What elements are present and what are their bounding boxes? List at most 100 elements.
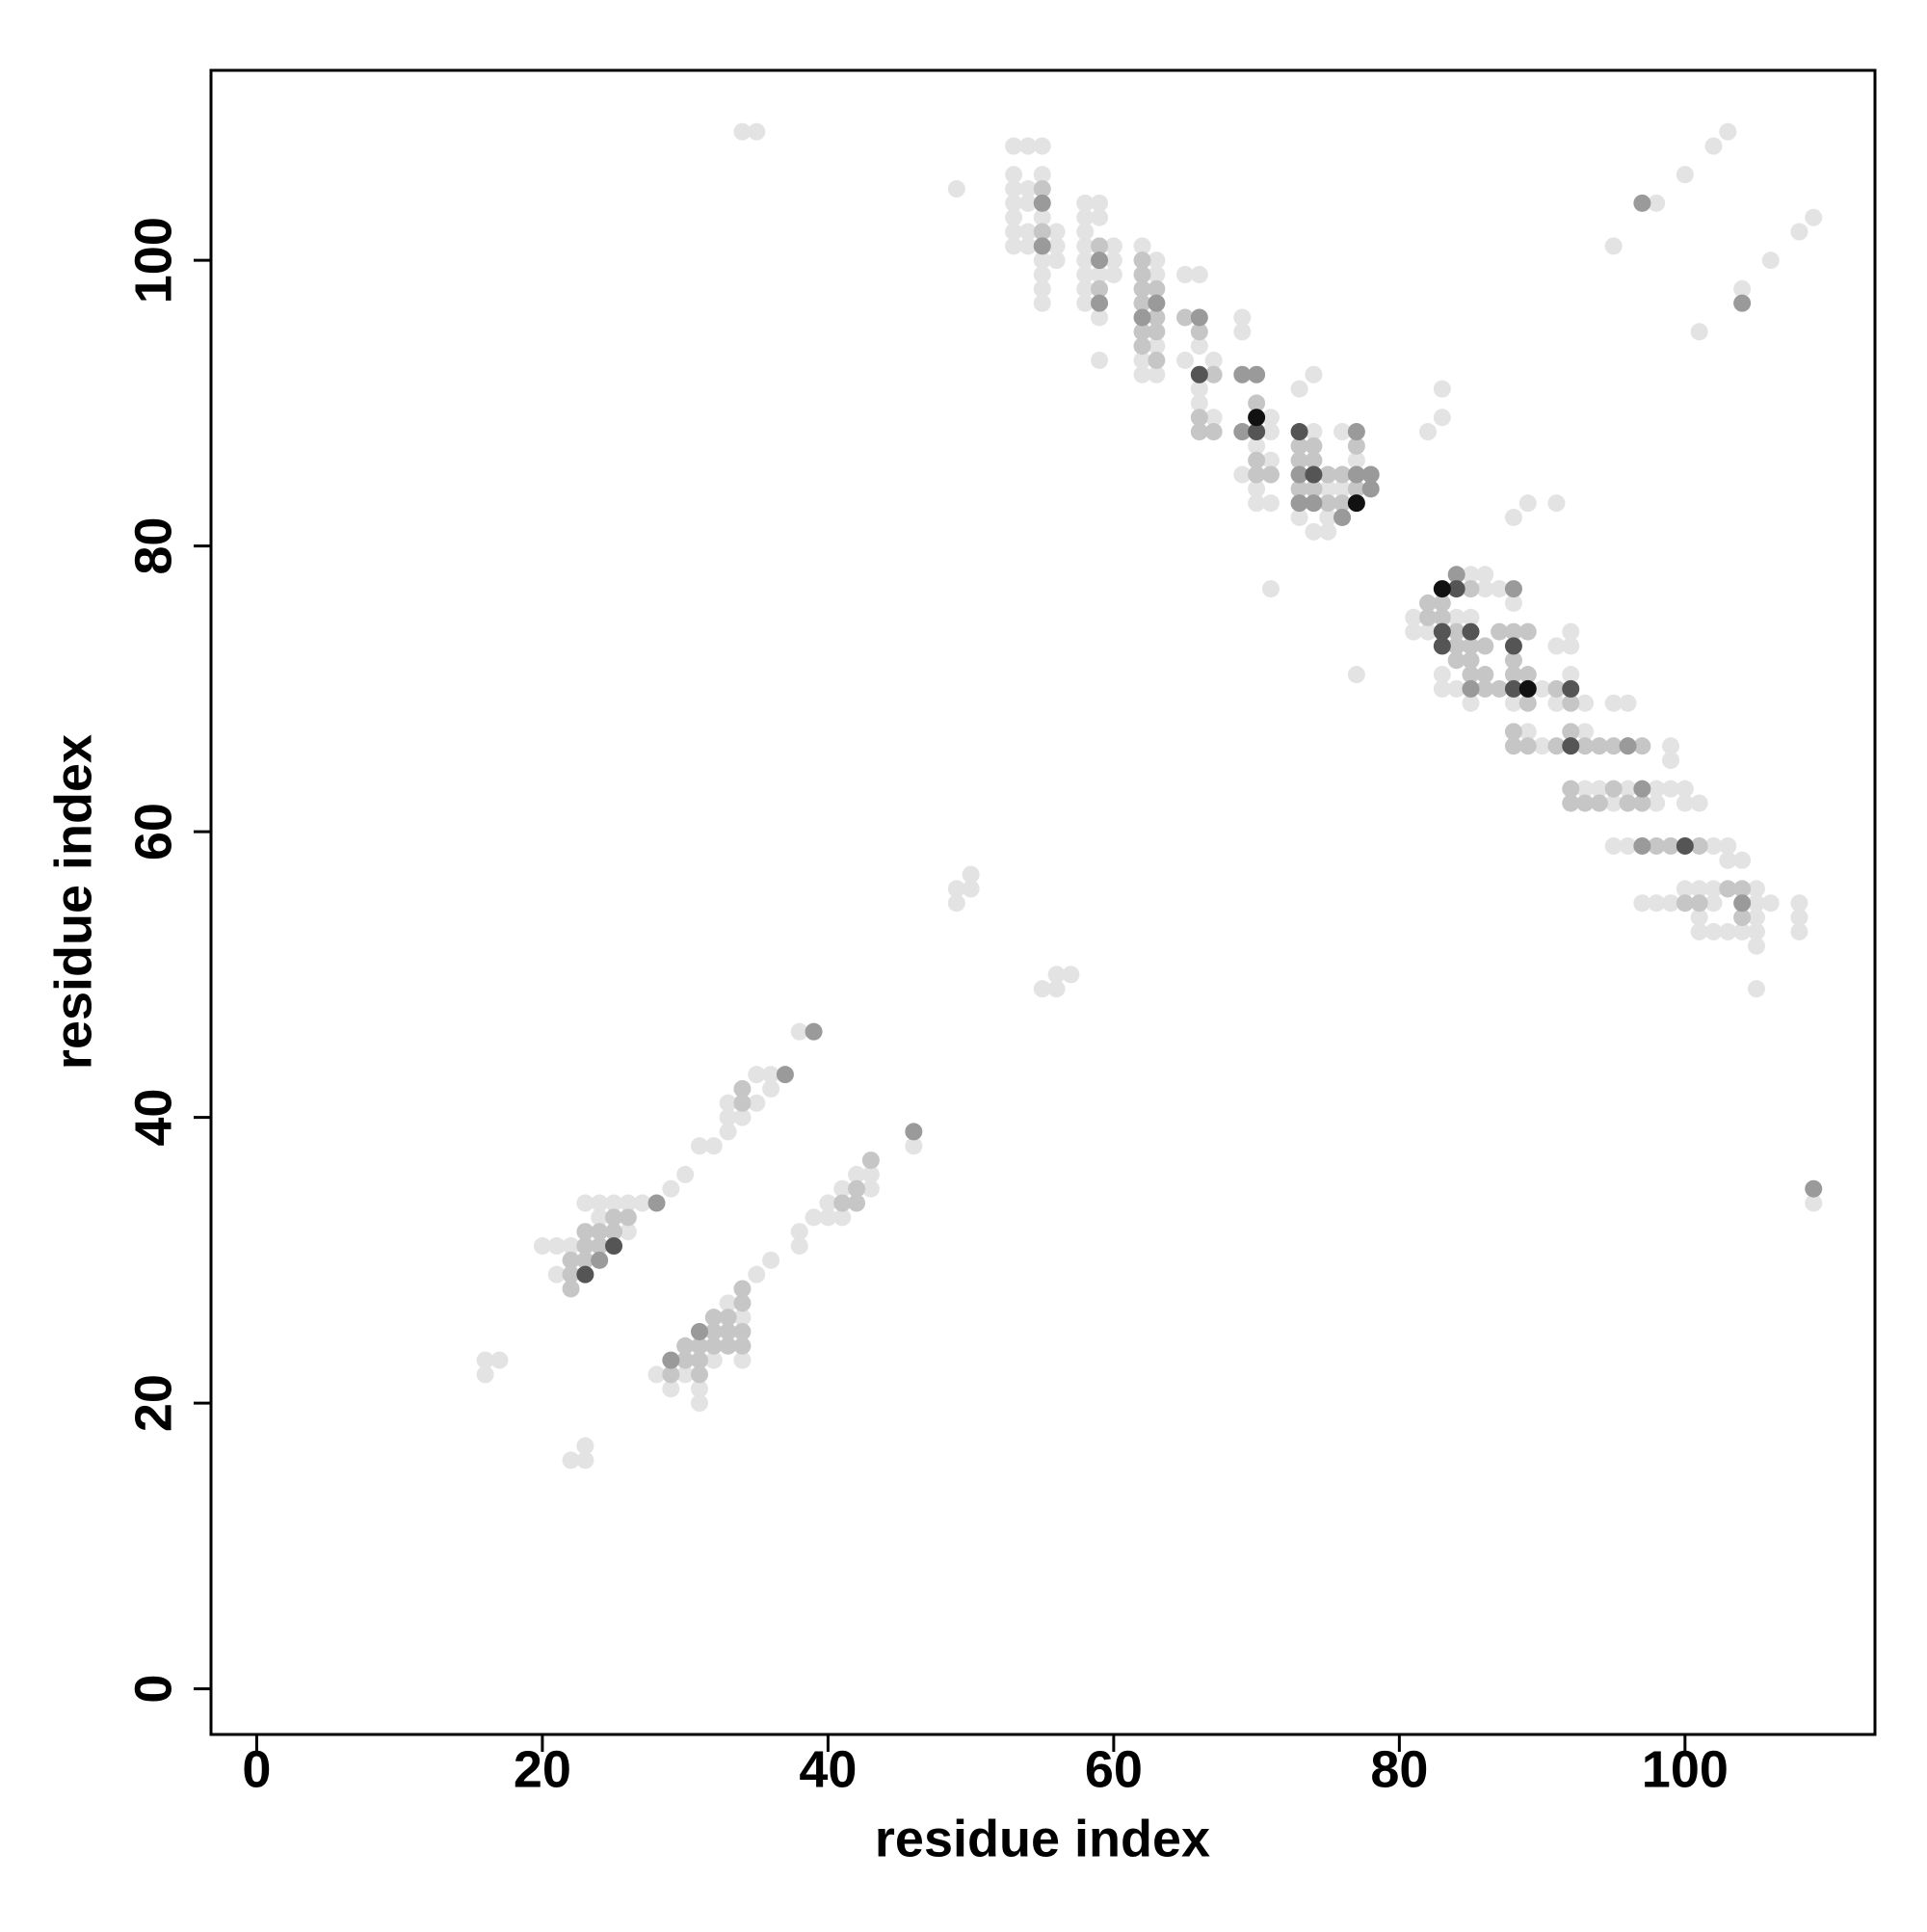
- point: [1547, 694, 1566, 712]
- point: [805, 1022, 823, 1041]
- point: [1576, 723, 1595, 741]
- point: [1462, 694, 1480, 712]
- point: [1690, 794, 1708, 812]
- point: [1633, 894, 1651, 913]
- point: [704, 1137, 723, 1155]
- point: [1690, 894, 1708, 913]
- point: [1018, 194, 1037, 212]
- point: [1433, 608, 1451, 626]
- point: [1305, 480, 1323, 498]
- point: [1091, 308, 1109, 327]
- point: [1148, 308, 1166, 327]
- point: [1091, 208, 1109, 226]
- point: [1133, 237, 1151, 255]
- point: [1148, 294, 1166, 312]
- y-tick-label: 40: [124, 1089, 182, 1147]
- plot-frame: [209, 68, 1877, 1736]
- point: [733, 1351, 752, 1369]
- point: [1462, 580, 1480, 598]
- point: [1419, 594, 1438, 612]
- point: [562, 1451, 580, 1469]
- point: [1190, 337, 1208, 356]
- point: [619, 1208, 637, 1227]
- point: [1076, 237, 1095, 255]
- point: [690, 1351, 708, 1369]
- point: [547, 1237, 566, 1256]
- point: [947, 180, 965, 198]
- point: [1504, 651, 1522, 670]
- point: [1204, 365, 1223, 384]
- point: [1133, 351, 1151, 369]
- point: [1433, 594, 1451, 612]
- point: [662, 1351, 680, 1369]
- point: [905, 1137, 923, 1155]
- point: [476, 1351, 494, 1369]
- y-tick-label: 100: [124, 217, 182, 304]
- point: [719, 1108, 737, 1126]
- point: [1104, 237, 1122, 255]
- point: [1733, 922, 1752, 940]
- point: [1805, 1179, 1823, 1198]
- point: [1747, 980, 1765, 998]
- point: [1633, 794, 1651, 812]
- point: [690, 1322, 708, 1340]
- point: [1590, 737, 1608, 755]
- point: [1576, 737, 1595, 755]
- point: [1790, 223, 1808, 241]
- point: [591, 1237, 609, 1256]
- point: [962, 880, 980, 898]
- point: [1733, 880, 1752, 898]
- point: [1005, 223, 1023, 241]
- point: [1619, 737, 1637, 755]
- point: [748, 1066, 766, 1084]
- point: [1133, 365, 1151, 384]
- point: [733, 1079, 752, 1098]
- point: [1347, 437, 1365, 455]
- point: [1462, 622, 1480, 641]
- x-tick-label: 0: [242, 1740, 271, 1798]
- point: [704, 1322, 723, 1340]
- point: [733, 1322, 752, 1340]
- point: [1447, 651, 1465, 670]
- point: [1648, 194, 1666, 212]
- point: [1290, 494, 1308, 513]
- point: [690, 1380, 708, 1398]
- point: [647, 1194, 666, 1212]
- point: [1662, 780, 1680, 798]
- point: [1076, 251, 1095, 270]
- point: [861, 1165, 880, 1183]
- point: [1433, 580, 1451, 598]
- point: [704, 1309, 723, 1327]
- point: [1261, 409, 1280, 427]
- point: [1333, 423, 1352, 441]
- point: [591, 1251, 609, 1269]
- point: [1433, 409, 1451, 427]
- point: [1476, 580, 1494, 598]
- point: [1733, 894, 1752, 913]
- point: [1662, 752, 1680, 770]
- point: [1704, 894, 1723, 913]
- point: [1047, 980, 1066, 998]
- point: [1005, 180, 1023, 198]
- point: [833, 1194, 852, 1212]
- point: [1690, 909, 1708, 927]
- point: [1018, 223, 1037, 241]
- point: [1719, 836, 1737, 855]
- point: [1133, 279, 1151, 298]
- point: [1248, 365, 1266, 384]
- point: [1204, 423, 1223, 441]
- point: [690, 1394, 708, 1413]
- point: [1047, 966, 1066, 984]
- point: [1248, 409, 1266, 427]
- x-tick-label: 80: [1370, 1740, 1428, 1798]
- point: [662, 1365, 680, 1384]
- point: [1033, 237, 1051, 255]
- point: [790, 1022, 808, 1041]
- point: [605, 1223, 623, 1241]
- point: [1733, 279, 1752, 298]
- point: [719, 1309, 737, 1327]
- point: [962, 865, 980, 884]
- point: [1576, 780, 1595, 798]
